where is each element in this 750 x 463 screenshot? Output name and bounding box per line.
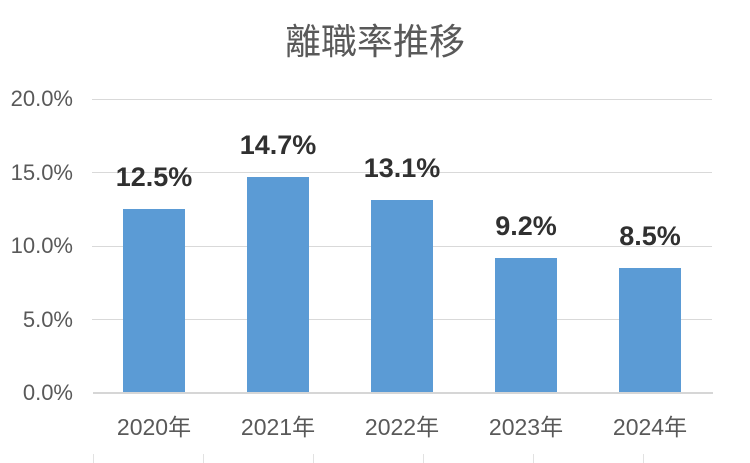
bar bbox=[247, 176, 309, 392]
background-gridline-stub bbox=[643, 454, 644, 463]
y-axis-tick-label: 20.0% bbox=[10, 86, 73, 111]
x-axis-tick-label: 2021年 bbox=[240, 414, 316, 440]
data-label: 9.2% bbox=[495, 210, 557, 241]
chart-title: 離職率推移 bbox=[284, 21, 465, 62]
x-axis-tick-label: 2020年 bbox=[116, 414, 192, 440]
data-label: 14.7% bbox=[239, 129, 317, 160]
bar bbox=[371, 200, 433, 392]
bar bbox=[123, 209, 185, 392]
gridline bbox=[92, 172, 712, 173]
bar bbox=[495, 257, 557, 392]
y-axis-tick-label: 15.0% bbox=[10, 159, 73, 185]
data-label: 13.1% bbox=[363, 153, 441, 184]
x-axis-tick-label: 2024年 bbox=[612, 414, 688, 440]
background-gridline-stub bbox=[423, 454, 424, 463]
y-axis-tick-label: 5.0% bbox=[22, 306, 73, 332]
x-axis-tick-label: 2022年 bbox=[364, 414, 440, 440]
data-label: 12.5% bbox=[115, 162, 193, 193]
bar bbox=[619, 268, 681, 392]
gridline bbox=[92, 98, 712, 100]
y-axis-tick-label: 0.0% bbox=[22, 380, 73, 405]
background-gridline-stub bbox=[533, 454, 534, 463]
y-axis-tick-label: 10.0% bbox=[10, 233, 73, 258]
background-gridline-stub bbox=[203, 454, 204, 463]
x-axis-line bbox=[93, 392, 713, 394]
background-gridline-stub bbox=[313, 454, 314, 463]
background-gridline-stub bbox=[93, 454, 94, 463]
x-axis-tick-label: 2023年 bbox=[488, 414, 564, 440]
data-label: 8.5% bbox=[619, 221, 681, 252]
